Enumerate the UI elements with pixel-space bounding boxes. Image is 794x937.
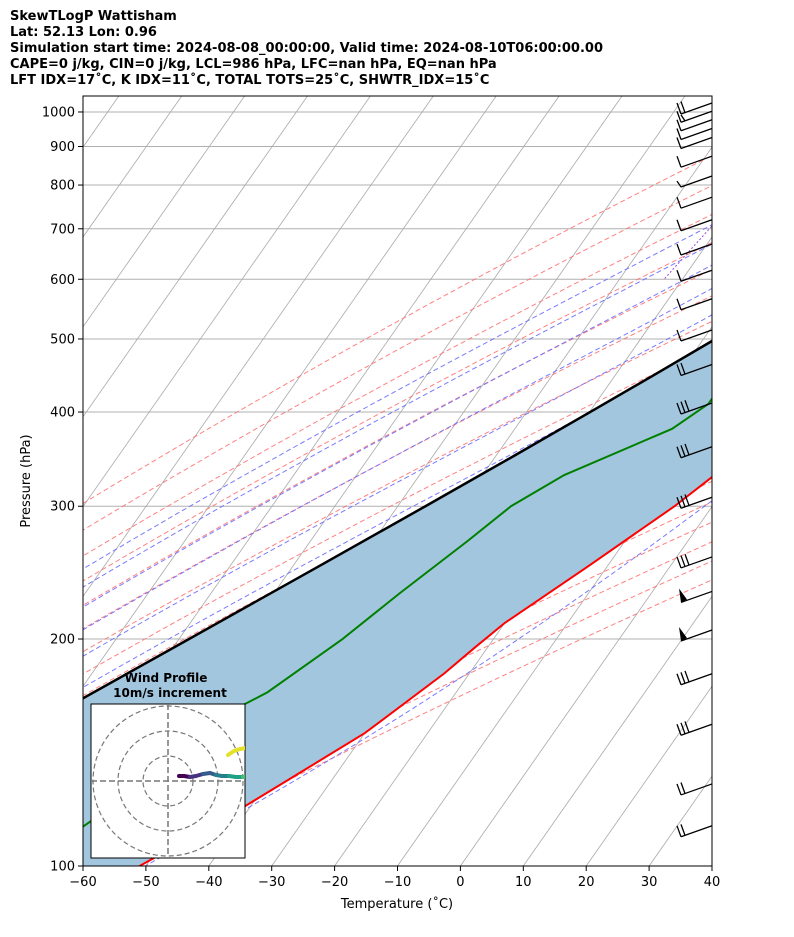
- x-tick-label: −40: [195, 875, 222, 890]
- y-tick-label: 1000: [42, 105, 75, 120]
- dry-adiabat-line: [83, 269, 712, 606]
- indices-line-2: LFT IDX=17˚C, K IDX=11˚C, TOTAL TOTS=25˚…: [10, 73, 490, 88]
- moist-adiabat-line: [144, 500, 712, 866]
- wind-barb: [676, 269, 713, 282]
- wind-barb: [676, 155, 713, 168]
- wind-barb: [676, 119, 713, 132]
- wind-barb: [676, 553, 713, 569]
- dry-adiabat-line: [83, 213, 712, 557]
- moist-adiabat-line: [83, 287, 712, 631]
- wind-barb: [676, 101, 713, 115]
- y-tick-label: 600: [50, 273, 75, 288]
- wind-barb: [679, 627, 713, 642]
- moist-adiabat-line: [83, 243, 712, 588]
- wind-barb: [676, 110, 713, 123]
- inset-subtitle: 10m/s increment: [113, 686, 227, 700]
- x-tick-label: 30: [641, 875, 658, 890]
- wind-barb: [676, 175, 713, 188]
- isotherm-line: [460, 505, 712, 866]
- y-tick-label: 700: [50, 222, 75, 237]
- mixing-ratio-line: [777, 96, 794, 279]
- wind-barb: [679, 588, 713, 604]
- x-tick-label: −20: [321, 875, 348, 890]
- indices-line-1: CAPE=0 j/kg, CIN=0 j/kg, LCL=986 hPa, LF…: [10, 57, 497, 72]
- isotherm-line: [83, 96, 497, 687]
- hodograph-segment: [241, 774, 245, 779]
- wind-barb: [676, 782, 713, 796]
- x-tick-label: 0: [456, 875, 464, 890]
- x-tick-label: −10: [384, 875, 411, 890]
- wind-barb: [676, 400, 713, 415]
- dry-adiabat-line: [83, 541, 712, 852]
- isotherm-line: [83, 96, 183, 238]
- wind-barb: [676, 494, 713, 509]
- isotherm-line: [83, 96, 371, 508]
- dry-adiabat-line: [83, 320, 712, 653]
- wind-barb: [676, 127, 713, 141]
- y-tick-label: 500: [50, 332, 75, 347]
- wind-barb: [676, 721, 713, 736]
- x-axis-label: Temperature (˚C): [340, 896, 453, 912]
- dry-adiabat-line: [83, 184, 712, 531]
- isotherm-line: [522, 595, 712, 866]
- temperature-line: [139, 475, 712, 866]
- dry-adiabat-line: [83, 345, 712, 675]
- isotherm-line: [775, 96, 794, 866]
- x-tick-label: 10: [515, 875, 532, 890]
- inset-title: Wind Profile: [125, 671, 208, 685]
- y-axis-label: Pressure (hPa): [19, 434, 34, 527]
- isotherm-line: [83, 96, 245, 328]
- isotherm-line: [585, 685, 712, 866]
- dry-adiabat-line: [83, 241, 712, 582]
- wind-barb: [676, 824, 713, 838]
- location-label: Lat: 52.13 Lon: 0.96: [10, 25, 157, 40]
- isotherm-line: [711, 865, 712, 866]
- wind-barb: [676, 136, 713, 150]
- y-tick-label: 400: [50, 406, 75, 421]
- chart-title: SkewTLogP Wattisham: [10, 9, 177, 24]
- wind-barb: [676, 670, 713, 686]
- wind-barb: [676, 362, 713, 377]
- wind-profile-inset: Wind Profile 10m/s increment: [90, 671, 246, 859]
- isotherm-line: [83, 96, 308, 418]
- y-tick-label: 900: [50, 140, 75, 155]
- time-label: Simulation start time: 2024-08-08_00:00:…: [10, 41, 603, 56]
- wind-barb: [676, 243, 713, 256]
- wind-barb: [676, 329, 713, 342]
- wind-barb: [676, 443, 713, 459]
- wind-barb: [676, 219, 713, 232]
- wind-barb: [676, 298, 713, 311]
- x-tick-label: 40: [704, 875, 721, 890]
- y-tick-label: 300: [50, 500, 75, 515]
- x-tick-label: −50: [132, 875, 159, 890]
- x-tick-label: 20: [578, 875, 595, 890]
- moist-adiabat-line: [83, 224, 712, 570]
- y-tick-label: 800: [50, 179, 75, 194]
- mixing-ratio-line: [726, 96, 794, 279]
- wind-barb: [676, 196, 713, 209]
- dewpoint-line: [83, 396, 712, 828]
- y-tick-label: 200: [50, 633, 75, 648]
- y-tick-label: 100: [50, 860, 75, 875]
- x-tick-label: −30: [258, 875, 285, 890]
- isotherm-line: [83, 96, 434, 598]
- x-tick-label: −60: [69, 875, 96, 890]
- parcel-line: [83, 339, 712, 700]
- hodograph-segment: [226, 746, 245, 757]
